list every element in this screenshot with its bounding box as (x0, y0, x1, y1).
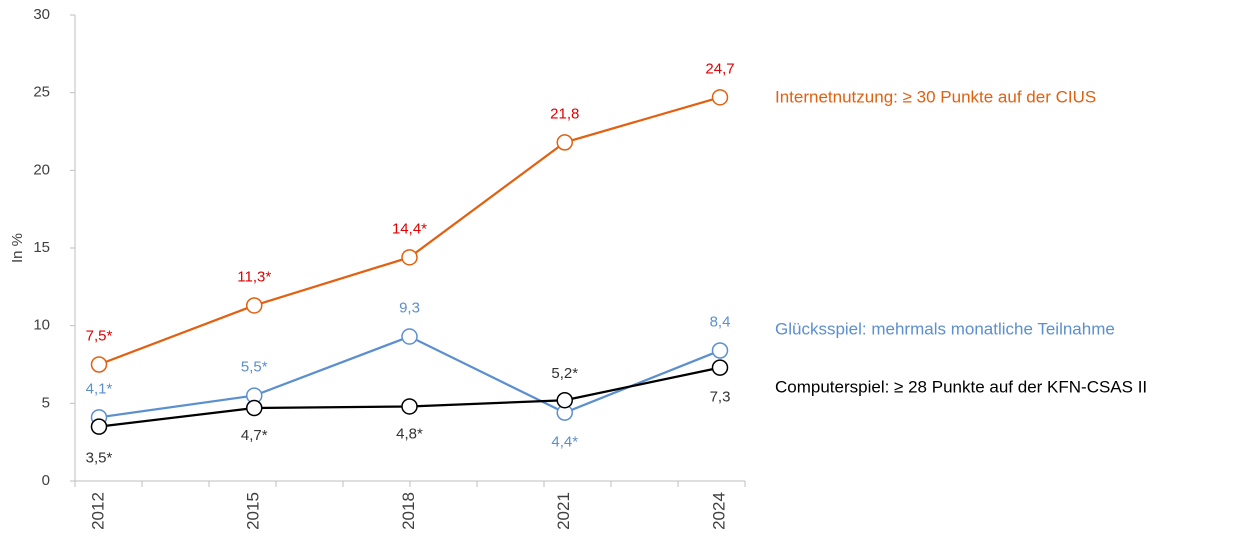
data-point (711, 359, 729, 376)
data-point (246, 297, 263, 314)
y-tick-label: 20 (33, 161, 50, 178)
x-tick-label: 2012 (88, 492, 107, 530)
data-label: 11,3* (237, 268, 271, 285)
data-label: 4,4* (551, 434, 578, 451)
data-point (711, 342, 729, 359)
data-label: 8,4 (710, 313, 731, 330)
data-point (401, 249, 418, 266)
y-tick-label: 0 (42, 472, 50, 489)
data-point (90, 356, 108, 373)
y-tick-label: 5 (42, 394, 50, 411)
data-label: 21,8 (550, 105, 579, 122)
x-tick-label: 2018 (399, 492, 418, 530)
x-tick-label: 2024 (709, 492, 728, 530)
legend-label: Internetnutzung: ≥ 30 Punkte auf der CIU… (775, 87, 1096, 106)
legend-label: Glücksspiel: mehrmals monatliche Teilnah… (775, 319, 1115, 338)
y-axis-label: In % (9, 233, 26, 263)
data-label: 5,5* (241, 359, 268, 376)
y-tick-label: 30 (33, 6, 50, 23)
data-label: 4,7* (241, 427, 268, 444)
data-point (90, 418, 108, 435)
x-tick-label: 2021 (554, 492, 573, 530)
y-tick-label: 15 (33, 239, 50, 256)
legend-label: Computerspiel: ≥ 28 Punkte auf der KFN-C… (775, 377, 1147, 396)
data-point (401, 328, 418, 345)
data-label: 4,8* (396, 425, 423, 442)
data-point (246, 399, 263, 417)
data-label: 9,3 (399, 300, 420, 317)
series-line (98, 366, 721, 428)
data-point (711, 89, 729, 106)
data-label: 7,5* (86, 327, 113, 344)
data-label: 5,2* (551, 365, 578, 382)
data-label: 14,4* (392, 220, 427, 237)
y-tick-label: 25 (33, 84, 50, 101)
data-point (556, 391, 573, 409)
y-tick-label: 10 (33, 317, 50, 334)
data-label: 3,5* (86, 450, 113, 467)
data-label: 24,7 (705, 60, 734, 77)
data-point (556, 134, 573, 151)
data-label: 7,3 (710, 389, 731, 406)
x-tick-label: 2015 (244, 492, 263, 530)
data-point (401, 398, 418, 415)
data-label: 4,1* (86, 380, 113, 397)
